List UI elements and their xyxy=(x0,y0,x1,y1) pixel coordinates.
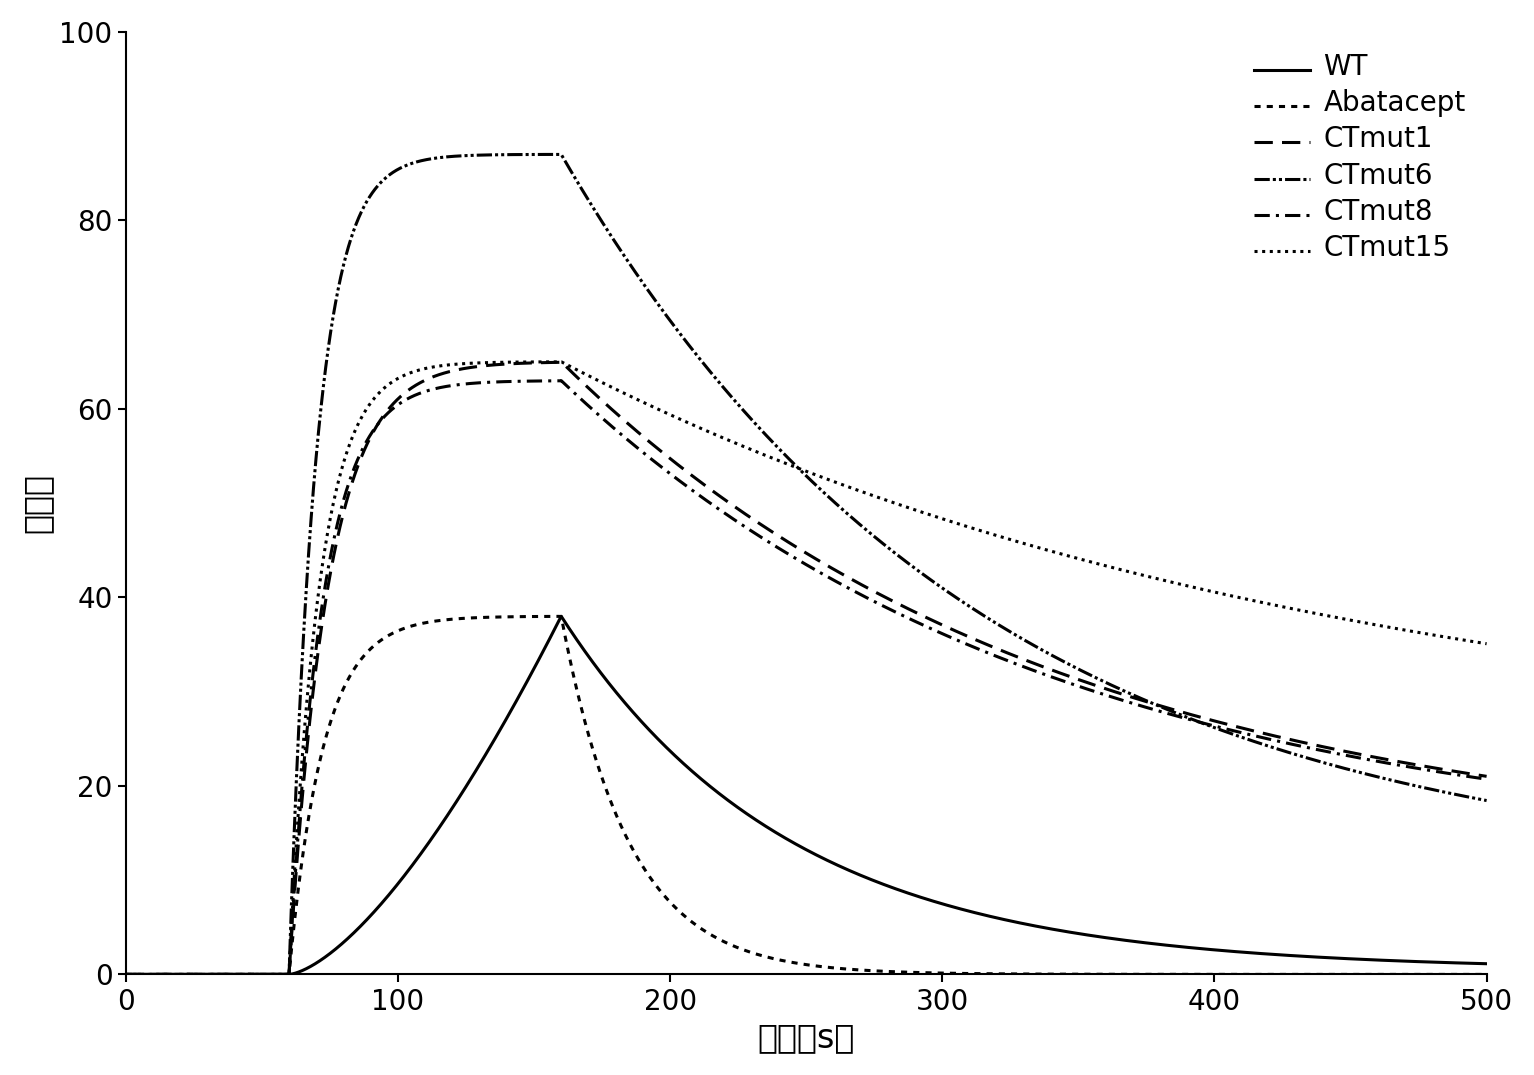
Line: Abatacept: Abatacept xyxy=(126,616,1486,974)
CTmut8 xyxy=(1477,773,1496,786)
Line: CTmut1: CTmut1 xyxy=(126,362,1486,974)
Line: CTmut15: CTmut15 xyxy=(126,362,1486,974)
CTmut15 xyxy=(123,968,141,980)
CTmut1 xyxy=(384,398,402,411)
Abatacept xyxy=(782,956,801,969)
CTmut15 xyxy=(782,459,801,472)
CTmut6 xyxy=(384,167,402,180)
Abatacept xyxy=(117,968,135,980)
WT xyxy=(1477,957,1496,970)
CTmut6 xyxy=(123,968,141,980)
Abatacept xyxy=(173,968,192,980)
WT xyxy=(552,610,571,622)
Line: CTmut8: CTmut8 xyxy=(126,381,1486,974)
CTmut8 xyxy=(123,968,141,980)
CTmut1 xyxy=(123,968,141,980)
CTmut8 xyxy=(117,968,135,980)
Abatacept xyxy=(384,627,402,640)
CTmut8 xyxy=(198,968,216,980)
CTmut1 xyxy=(552,356,571,369)
CTmut6 xyxy=(1405,779,1424,792)
CTmut6 xyxy=(552,148,571,161)
CTmut1 xyxy=(117,968,135,980)
CTmut8 xyxy=(384,402,402,415)
CTmut15 xyxy=(1405,626,1424,639)
Abatacept xyxy=(123,968,141,980)
CTmut1 xyxy=(173,968,192,980)
WT xyxy=(1405,955,1424,968)
CTmut15 xyxy=(173,968,192,980)
WT xyxy=(198,968,216,980)
CTmut1 xyxy=(198,968,216,980)
CTmut15 xyxy=(1477,637,1496,650)
CTmut6 xyxy=(198,968,216,980)
CTmut6 xyxy=(782,455,801,468)
Abatacept xyxy=(198,968,216,980)
CTmut15 xyxy=(552,356,571,369)
Abatacept xyxy=(1405,968,1424,980)
CTmut15 xyxy=(117,968,135,980)
WT xyxy=(117,968,135,980)
WT xyxy=(384,884,402,897)
Line: CTmut6: CTmut6 xyxy=(126,155,1486,974)
CTmut15 xyxy=(198,968,216,980)
CTmut8 xyxy=(782,549,801,562)
Legend: WT, Abatacept, CTmut1, CTmut6, CTmut8, CTmut15: WT, Abatacept, CTmut1, CTmut6, CTmut8, C… xyxy=(1247,46,1473,269)
CTmut15 xyxy=(384,375,402,388)
Line: WT: WT xyxy=(126,616,1486,974)
WT xyxy=(123,968,141,980)
CTmut6 xyxy=(1477,794,1496,807)
X-axis label: 时间（s）: 时间（s） xyxy=(758,1021,854,1055)
CTmut6 xyxy=(173,968,192,980)
Abatacept xyxy=(552,610,571,622)
CTmut8 xyxy=(173,968,192,980)
Y-axis label: 反应値: 反应値 xyxy=(21,473,54,533)
CTmut1 xyxy=(1405,758,1424,771)
WT xyxy=(173,968,192,980)
Abatacept xyxy=(1477,968,1496,980)
CTmut8 xyxy=(552,374,571,387)
WT xyxy=(782,835,801,848)
CTmut6 xyxy=(117,968,135,980)
CTmut1 xyxy=(782,538,801,550)
CTmut1 xyxy=(1477,770,1496,783)
CTmut8 xyxy=(1405,761,1424,774)
